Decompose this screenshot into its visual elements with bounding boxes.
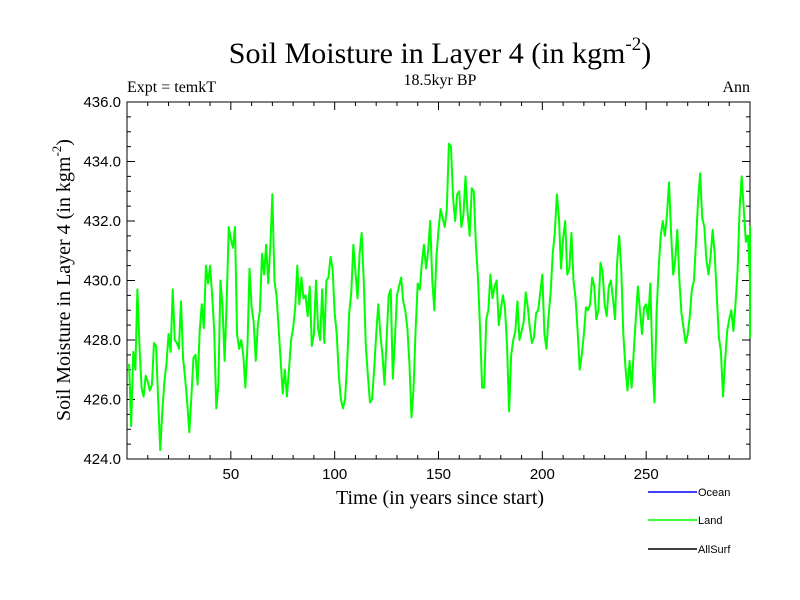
legend: Ocean Land AllSurf (648, 487, 731, 556)
chart-title-superscript: -2 (625, 34, 641, 55)
series-line-land (128, 142, 751, 452)
y-tick-label: 428.0 (83, 332, 121, 349)
x-tick-label: 200 (530, 466, 555, 483)
series-layer (128, 142, 751, 452)
legend-label-ocean: Ocean (698, 487, 730, 499)
chart-title: Soil Moisture in Layer 4 (in kgm-2) (229, 34, 651, 70)
subtitle-right: Ann (722, 79, 750, 96)
x-axis-ticks: 50 100 150 200 250 (147, 102, 730, 483)
y-tick-label: 432.0 (83, 213, 121, 230)
y-tick-label: 424.0 (83, 451, 121, 468)
subtitle-left: Expt = temkT (127, 79, 216, 96)
legend-label-allsurf: AllSurf (698, 544, 731, 556)
plot-area: 50 100 150 200 250 424.0 426.0 428.0 430.0 432.0… (83, 94, 751, 483)
chart-title-text: Soil Moisture in Layer 4 (in kgm (229, 37, 626, 70)
x-tick-label: 150 (426, 466, 451, 483)
subtitle-center: 18.5kyr BP (404, 72, 477, 89)
x-axis-label: Time (in years since start) (336, 487, 544, 509)
y-tick-label: 426.0 (83, 392, 121, 409)
y-tick-label: 434.0 (83, 154, 121, 171)
y-tick-label: 436.0 (83, 94, 121, 111)
y-axis-label-superscript: -2 (49, 146, 64, 157)
x-tick-label: 50 (222, 466, 239, 483)
legend-label-land: Land (698, 515, 722, 527)
y-tick-label: 430.0 (83, 273, 121, 290)
y-axis-ticks: 424.0 426.0 428.0 430.0 432.0 434.0 436.0 (83, 94, 750, 468)
chart-title-suffix: ) (641, 37, 651, 70)
y-axis-label: Soil Moisture in Layer 4 (in kgm-2) (49, 139, 75, 421)
y-axis-label-text: Soil Moisture in Layer 4 (in kgm (53, 156, 75, 421)
x-tick-label: 100 (322, 466, 347, 483)
y-axis-label-suffix: ) (53, 139, 75, 146)
x-tick-label: 250 (634, 466, 659, 483)
